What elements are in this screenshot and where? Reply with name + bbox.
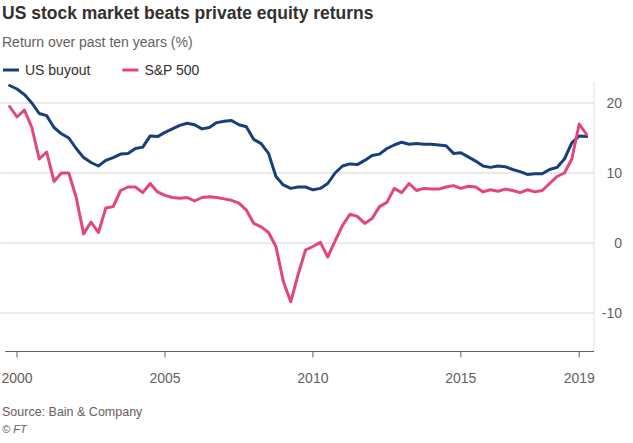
source: Source: Bain & Company (2, 405, 143, 419)
y-tick-label: -10 (602, 305, 622, 321)
grid-line (0, 173, 594, 174)
grid-line (0, 313, 594, 314)
x-tick (17, 352, 18, 358)
x-tick-label: 2019 (564, 370, 595, 386)
x-tick-label: 2015 (445, 370, 476, 386)
x-tick (579, 352, 580, 358)
legend-swatch (3, 69, 19, 72)
x-tick-label: 2005 (149, 370, 180, 386)
series-group (10, 86, 587, 302)
series-line (10, 86, 587, 190)
x-tick (312, 352, 313, 358)
series-line (10, 107, 587, 302)
y-tick-label: 10 (606, 165, 622, 181)
grid-line (0, 243, 594, 244)
y-tick-label: 20 (606, 95, 622, 111)
y-tick-label: 0 (614, 235, 622, 251)
x-tick (460, 352, 461, 358)
legend-entry: S&P 500 (122, 62, 199, 78)
legend-label: S&P 500 (144, 62, 199, 78)
x-axis-line (5, 351, 594, 352)
subtitle: Return over past ten years (%) (2, 34, 193, 50)
chart: US stock market beats private equity ret… (0, 0, 633, 443)
x-tick-label: 2010 (297, 370, 328, 386)
legend-label: US buyout (25, 62, 90, 78)
title: US stock market beats private equity ret… (2, 3, 374, 23)
x-tick (164, 352, 165, 358)
x-tick-label: 2000 (1, 370, 32, 386)
y-axis-line (594, 82, 595, 352)
credit: © FT (2, 423, 28, 435)
legend-entry: US buyout (3, 62, 90, 78)
legend-swatch (122, 69, 138, 72)
grid-line (0, 103, 594, 104)
